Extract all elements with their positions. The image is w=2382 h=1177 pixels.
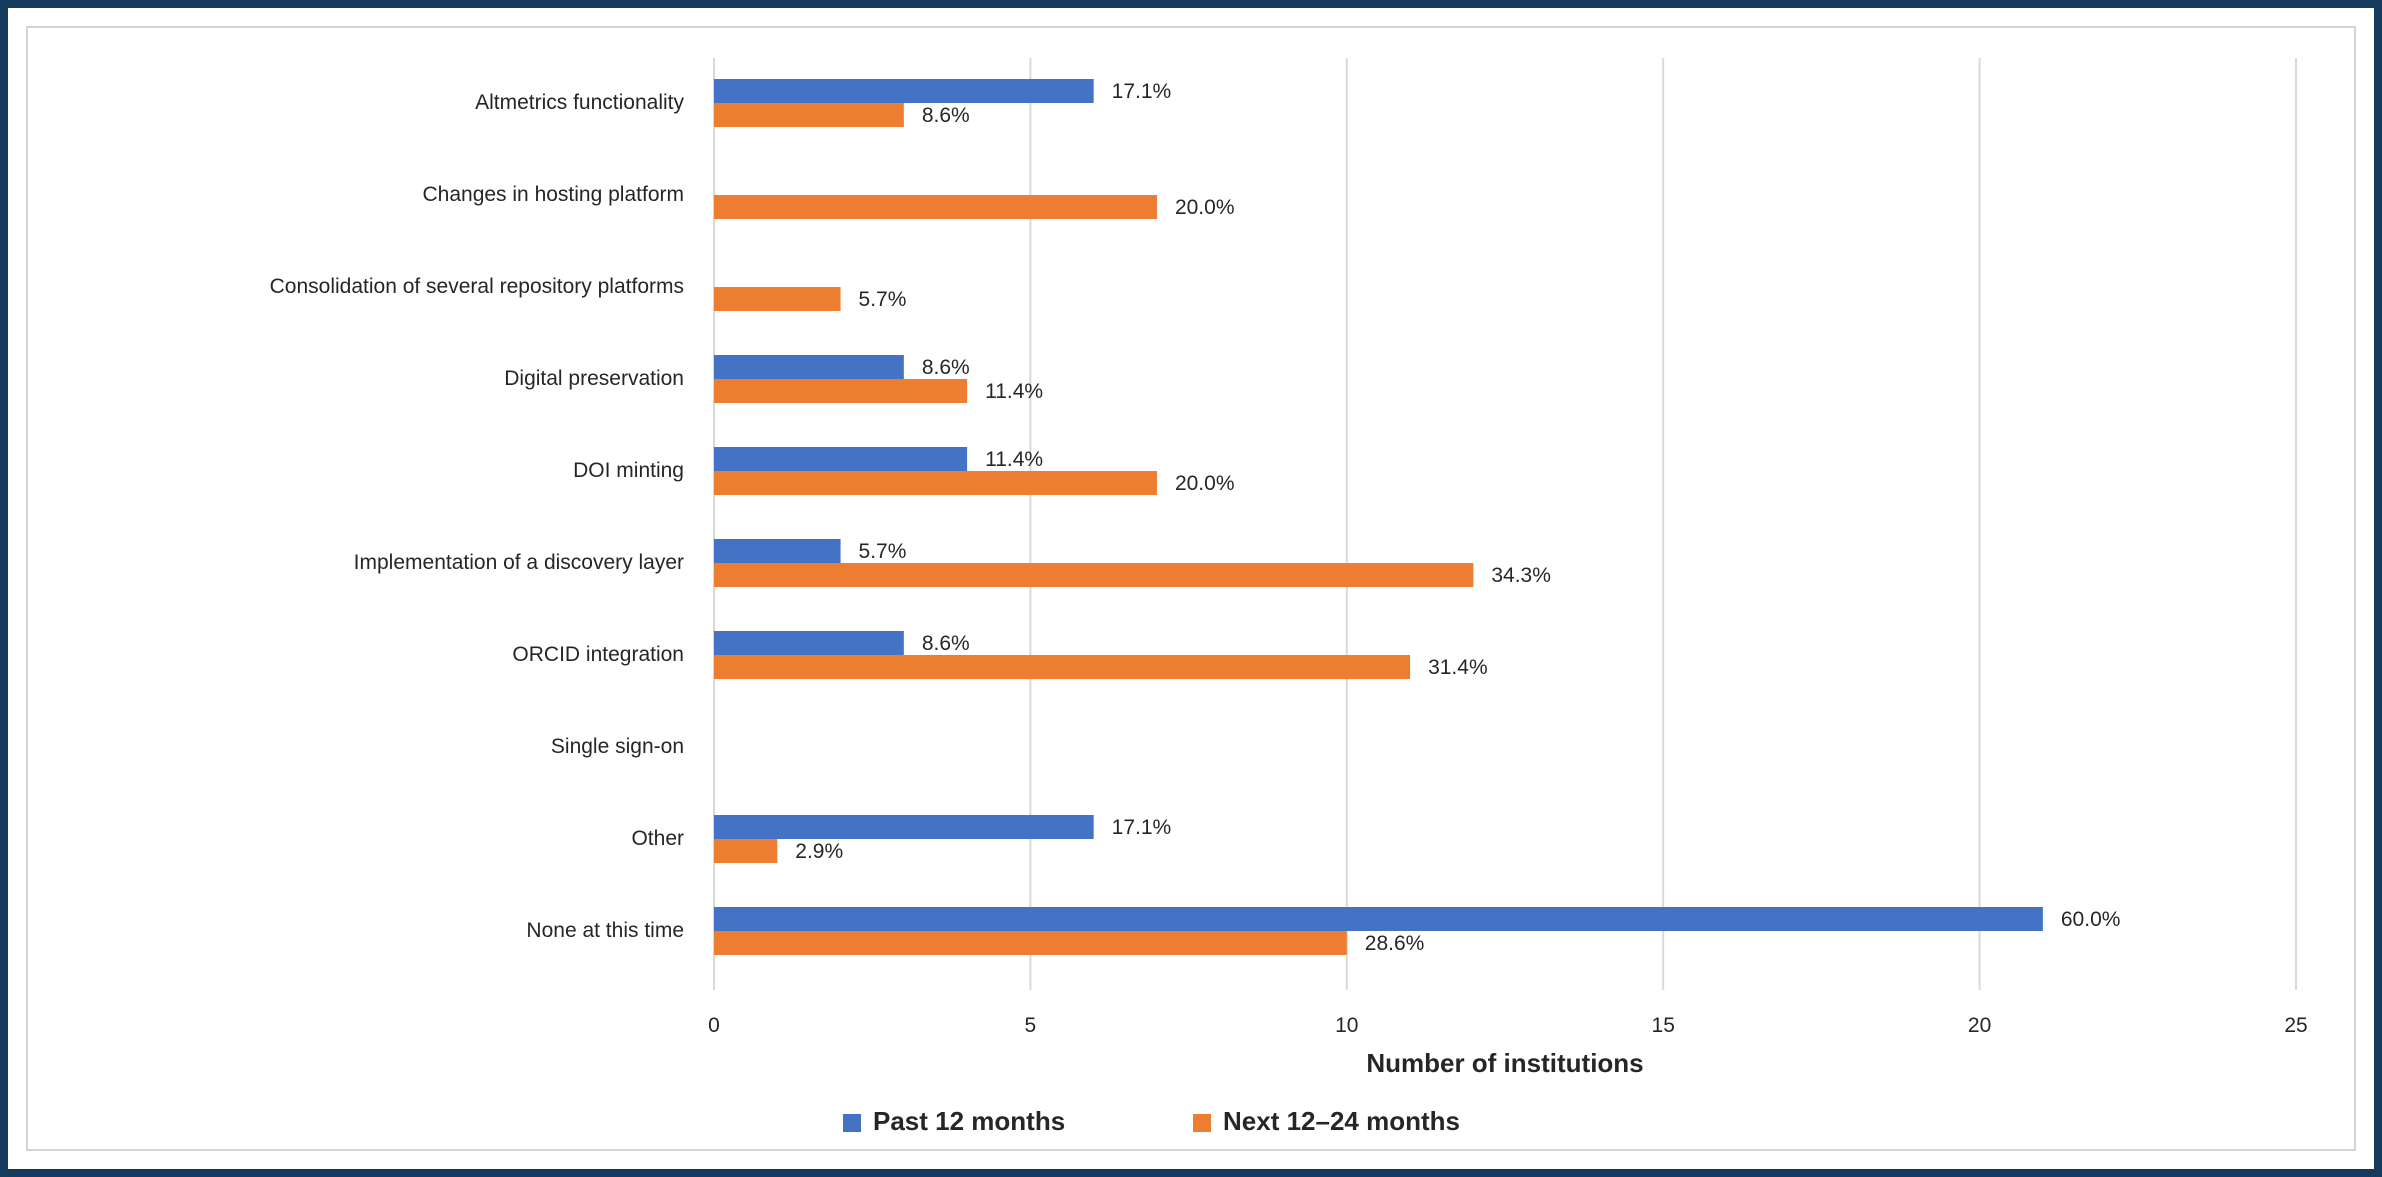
data-label: 28.6% (1365, 932, 1425, 955)
x-tick-label: 25 (2284, 1014, 2307, 1037)
category-label: Altmetrics functionality (475, 91, 684, 114)
bar-chart: Altmetrics functionality Changes in hosti… (270, 58, 2308, 1136)
category-label: Changes in hosting platform (423, 183, 685, 206)
category-labels: Altmetrics functionality Changes in hosti… (270, 91, 685, 942)
bars (714, 79, 2043, 955)
data-label: 20.0% (1175, 472, 1235, 495)
bar-past-12-months (714, 539, 841, 563)
bar-next-12-24-months (714, 839, 778, 863)
data-label: 5.7% (859, 540, 907, 563)
data-labels: 17.1% 8.6% 11.4% 5.7% 8.6% 17.1% 60.0% 8.6% 20.0… (795, 80, 2120, 955)
category-label: Digital preservation (504, 367, 684, 390)
bar-next-12-24-months (714, 931, 1347, 955)
x-tick-label: 10 (1335, 1014, 1358, 1037)
bar-next-12-24-months (714, 195, 1157, 219)
data-label: 20.0% (1175, 196, 1235, 219)
legend: Past 12 months Next 12–24 months (843, 1106, 1460, 1136)
bar-next-12-24-months (714, 471, 1157, 495)
category-label: Implementation of a discovery layer (354, 551, 684, 574)
bar-next-12-24-months (714, 655, 1411, 679)
legend-label: Past 12 months (873, 1106, 1065, 1136)
data-label: 8.6% (922, 356, 970, 379)
category-label: ORCID integration (512, 643, 684, 666)
bar-next-12-24-months (714, 287, 841, 311)
data-label: 5.7% (859, 288, 907, 311)
category-label: Consolidation of several repository plat… (270, 275, 684, 298)
category-label: Other (631, 827, 684, 850)
data-label: 31.4% (1428, 656, 1488, 679)
x-tick-labels: 0 5 10 15 20 25 (708, 1014, 2308, 1037)
category-label: Single sign-on (551, 735, 684, 758)
chart-container: Altmetrics functionality Changes in hosti… (26, 26, 2356, 1151)
data-label: 8.6% (922, 104, 970, 127)
x-axis-title: Number of institutions (1366, 1048, 1643, 1078)
bar-past-12-months (714, 79, 1094, 103)
data-label: 17.1% (1112, 816, 1172, 839)
x-tick-label: 0 (708, 1014, 720, 1037)
data-label: 34.3% (1491, 564, 1551, 587)
data-label: 60.0% (2061, 908, 2121, 931)
category-label: DOI minting (573, 459, 684, 482)
data-label: 11.4% (985, 380, 1043, 403)
bar-next-12-24-months (714, 103, 904, 127)
figure-frame: Altmetrics functionality Changes in hosti… (8, 8, 2374, 1169)
data-label: 2.9% (795, 840, 843, 863)
category-label: None at this time (526, 919, 684, 942)
bar-past-12-months (714, 631, 904, 655)
bar-past-12-months (714, 815, 1094, 839)
x-tick-label: 5 (1025, 1014, 1037, 1037)
bar-past-12-months (714, 355, 904, 379)
x-tick-label: 15 (1652, 1014, 1675, 1037)
data-label: 8.6% (922, 632, 970, 655)
data-label: 17.1% (1112, 80, 1172, 103)
legend-swatch (843, 1114, 861, 1132)
legend-swatch (1193, 1114, 1211, 1132)
bar-past-12-months (714, 907, 2043, 931)
data-label: 11.4% (985, 448, 1043, 471)
x-tick-label: 20 (1968, 1014, 1991, 1037)
bar-next-12-24-months (714, 563, 1474, 587)
bar-past-12-months (714, 447, 968, 471)
legend-label: Next 12–24 months (1223, 1106, 1460, 1136)
bar-next-12-24-months (714, 379, 968, 403)
